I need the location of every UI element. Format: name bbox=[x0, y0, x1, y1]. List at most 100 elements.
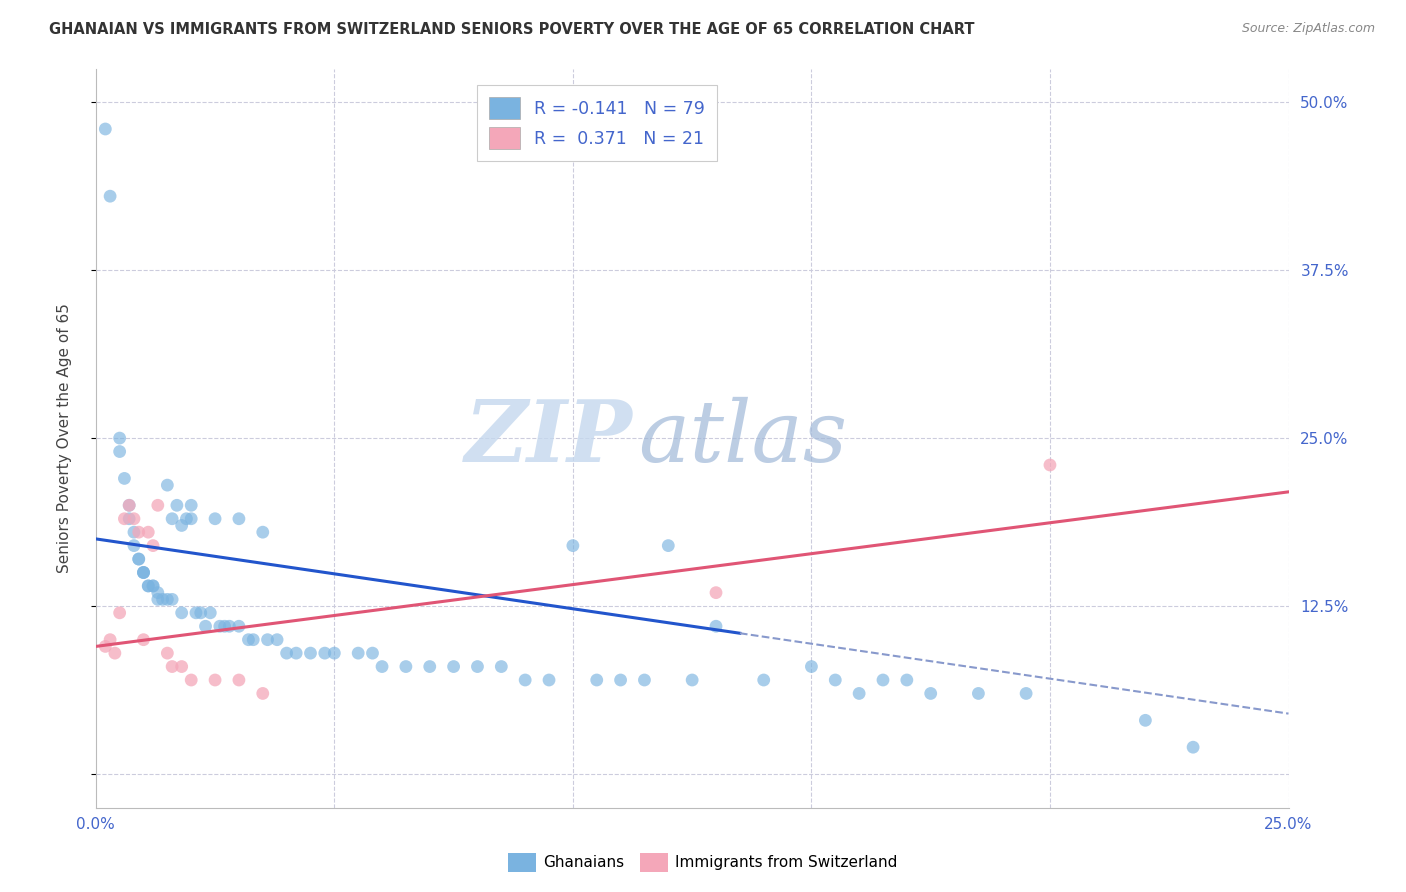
Point bbox=[146, 592, 169, 607]
Point bbox=[1182, 740, 1205, 755]
Point bbox=[170, 518, 193, 533]
Point bbox=[967, 686, 990, 700]
Text: atlas: atlas bbox=[638, 397, 848, 479]
Point bbox=[108, 431, 131, 445]
Point bbox=[136, 579, 159, 593]
Point bbox=[214, 619, 236, 633]
Point bbox=[180, 498, 202, 512]
Point bbox=[204, 673, 226, 687]
Point bbox=[136, 525, 159, 540]
Point bbox=[1015, 686, 1038, 700]
Point bbox=[361, 646, 384, 660]
Point bbox=[166, 498, 188, 512]
Point bbox=[122, 512, 145, 526]
Point bbox=[1039, 458, 1062, 472]
Point bbox=[142, 579, 165, 593]
Point bbox=[170, 659, 193, 673]
Point bbox=[252, 686, 274, 700]
Text: GHANAIAN VS IMMIGRANTS FROM SWITZERLAND SENIORS POVERTY OVER THE AGE OF 65 CORRE: GHANAIAN VS IMMIGRANTS FROM SWITZERLAND … bbox=[49, 22, 974, 37]
Point bbox=[704, 585, 727, 599]
Point bbox=[156, 646, 179, 660]
Point bbox=[681, 673, 703, 687]
Point bbox=[118, 498, 141, 512]
Point bbox=[323, 646, 346, 660]
Point bbox=[585, 673, 607, 687]
Point bbox=[160, 659, 183, 673]
Point bbox=[299, 646, 322, 660]
Point bbox=[108, 444, 131, 458]
Point bbox=[160, 592, 183, 607]
Point bbox=[266, 632, 288, 647]
Point bbox=[156, 478, 179, 492]
Point bbox=[252, 525, 274, 540]
Point bbox=[122, 525, 145, 540]
Text: ZIP: ZIP bbox=[464, 396, 633, 480]
Legend: Ghanaians, Immigrants from Switzerland: Ghanaians, Immigrants from Switzerland bbox=[501, 845, 905, 880]
Point bbox=[136, 579, 159, 593]
Point bbox=[515, 673, 537, 687]
Point bbox=[184, 606, 207, 620]
Point bbox=[896, 673, 918, 687]
Point bbox=[122, 539, 145, 553]
Point bbox=[920, 686, 942, 700]
Point bbox=[371, 659, 394, 673]
Point bbox=[132, 566, 155, 580]
Point bbox=[491, 659, 513, 673]
Point bbox=[419, 659, 441, 673]
Point bbox=[180, 512, 202, 526]
Point bbox=[467, 659, 489, 673]
Point bbox=[132, 632, 155, 647]
Y-axis label: Seniors Poverty Over the Age of 65: Seniors Poverty Over the Age of 65 bbox=[58, 303, 72, 573]
Point bbox=[170, 606, 193, 620]
Point bbox=[276, 646, 298, 660]
Point bbox=[228, 512, 250, 526]
Point bbox=[314, 646, 336, 660]
Point bbox=[142, 539, 165, 553]
Point bbox=[94, 122, 117, 136]
Point bbox=[218, 619, 240, 633]
Point bbox=[561, 539, 583, 553]
Point bbox=[118, 512, 141, 526]
Point bbox=[128, 525, 150, 540]
Point bbox=[180, 673, 202, 687]
Point bbox=[228, 619, 250, 633]
Point bbox=[160, 512, 183, 526]
Point bbox=[824, 673, 846, 687]
Point bbox=[208, 619, 231, 633]
Point bbox=[108, 606, 131, 620]
Point bbox=[242, 632, 264, 647]
Point bbox=[800, 659, 823, 673]
Legend: R = -0.141   N = 79, R =  0.371   N = 21: R = -0.141 N = 79, R = 0.371 N = 21 bbox=[477, 85, 717, 161]
Point bbox=[872, 673, 894, 687]
Point bbox=[112, 471, 135, 485]
Point bbox=[395, 659, 418, 673]
Point bbox=[194, 619, 217, 633]
Point bbox=[752, 673, 775, 687]
Point bbox=[152, 592, 174, 607]
Point bbox=[98, 189, 121, 203]
Point bbox=[256, 632, 278, 647]
Point bbox=[704, 619, 727, 633]
Point bbox=[94, 640, 117, 654]
Point bbox=[657, 539, 679, 553]
Point bbox=[609, 673, 631, 687]
Point bbox=[146, 498, 169, 512]
Point bbox=[112, 512, 135, 526]
Point bbox=[104, 646, 127, 660]
Point bbox=[98, 632, 121, 647]
Point bbox=[238, 632, 260, 647]
Point bbox=[228, 673, 250, 687]
Point bbox=[146, 585, 169, 599]
Point bbox=[128, 552, 150, 566]
Point bbox=[200, 606, 222, 620]
Point bbox=[285, 646, 308, 660]
Point bbox=[128, 552, 150, 566]
Point bbox=[176, 512, 198, 526]
Point bbox=[132, 566, 155, 580]
Text: Source: ZipAtlas.com: Source: ZipAtlas.com bbox=[1241, 22, 1375, 36]
Point bbox=[633, 673, 655, 687]
Point bbox=[132, 566, 155, 580]
Point bbox=[1135, 714, 1157, 728]
Point bbox=[848, 686, 870, 700]
Point bbox=[537, 673, 560, 687]
